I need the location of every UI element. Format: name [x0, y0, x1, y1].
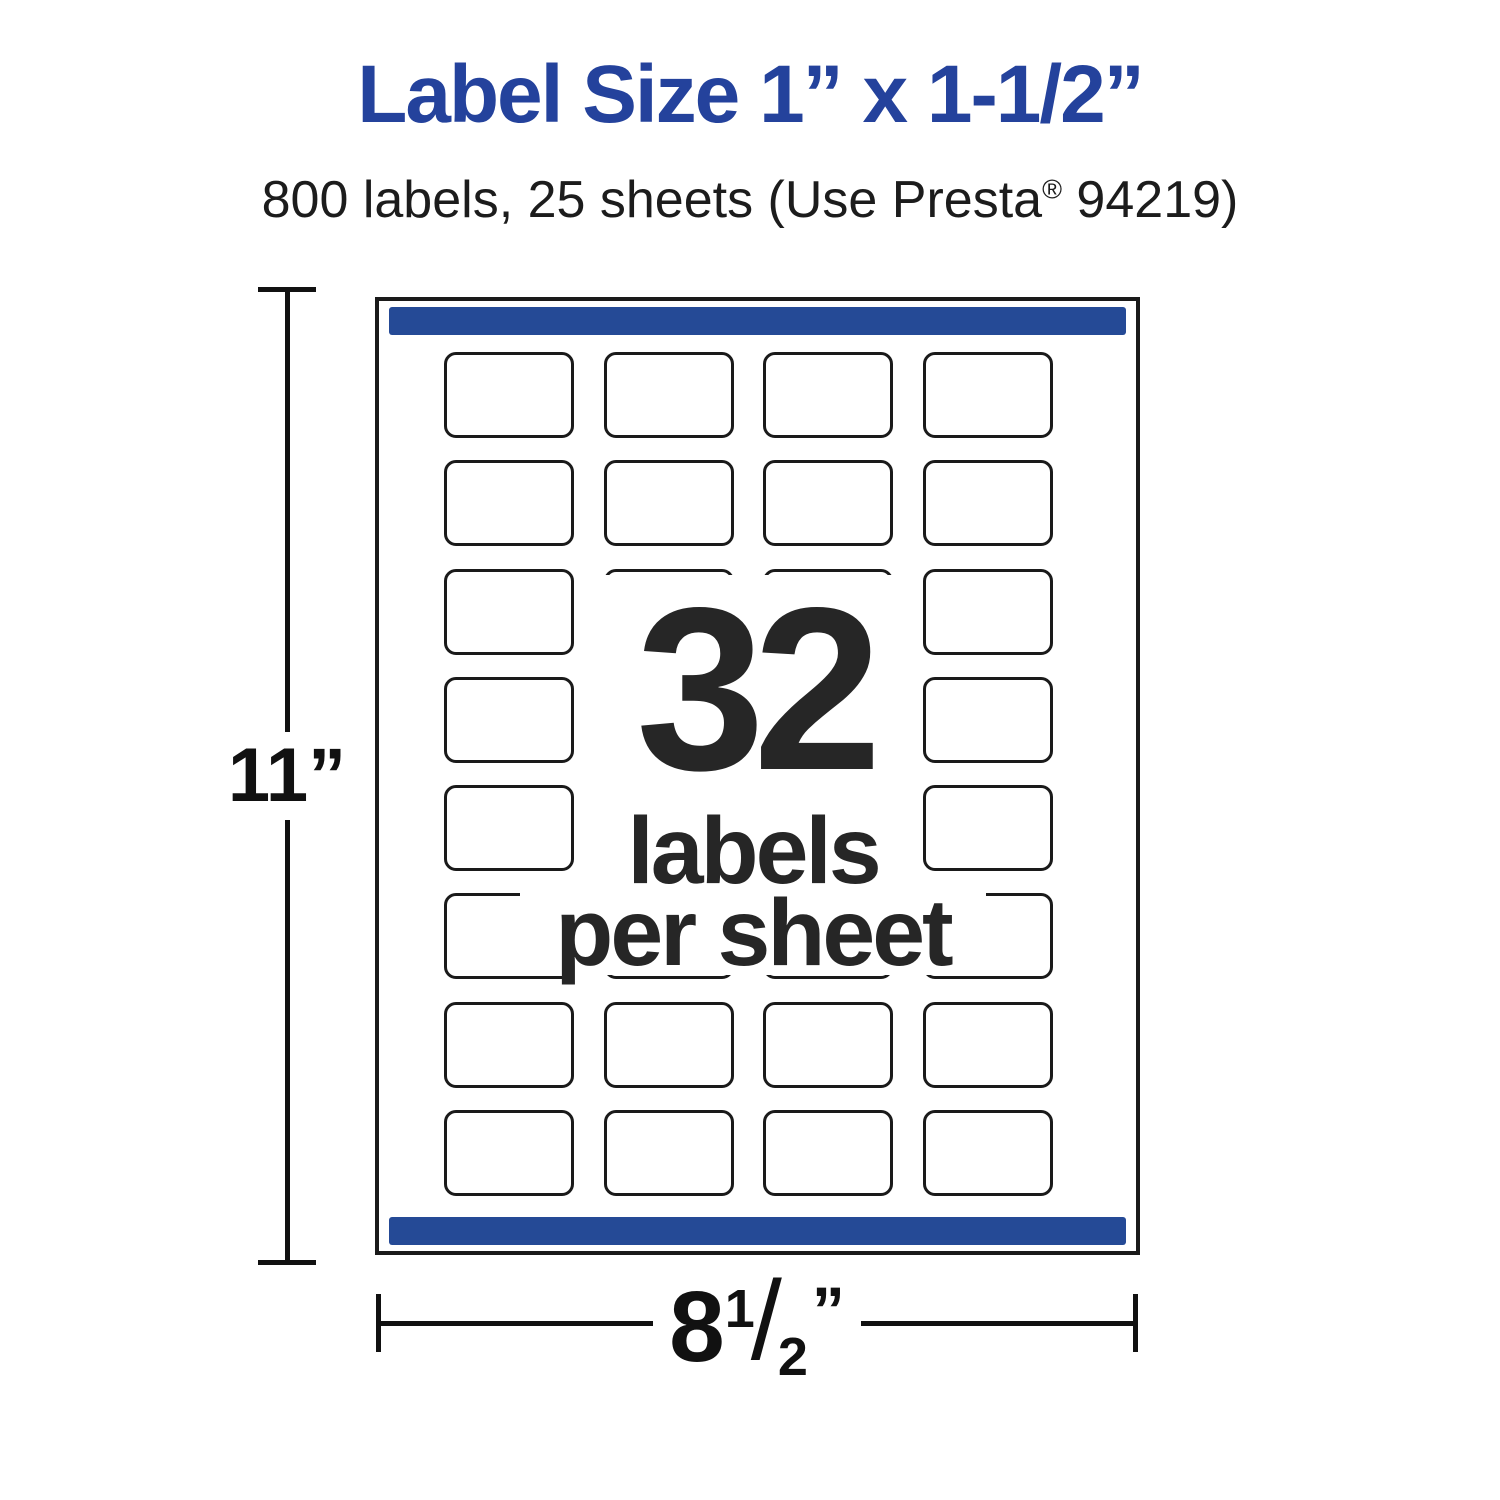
label-cell [763, 352, 894, 438]
height-value: 11 [227, 733, 309, 818]
label-cell [923, 676, 1054, 763]
width-inch-mark: ” [811, 1273, 845, 1347]
labels-count: 32 [598, 574, 908, 806]
label-cell [444, 1110, 574, 1197]
label-cell [923, 1001, 1054, 1088]
dimension-line-left [381, 1320, 654, 1326]
label-cell [923, 460, 1054, 547]
subtitle-text-before: 800 labels, 25 sheets (Use Presta [261, 171, 1043, 229]
height-dimension-line: 11” [228, 287, 346, 1265]
label-cell [444, 352, 574, 438]
dimension-line-lower [284, 820, 290, 1260]
height-inch-mark: ” [308, 733, 347, 818]
subtitle-text-after: 94219) [1061, 171, 1239, 229]
label-cell [603, 1110, 734, 1197]
dimension-cap-top [258, 287, 316, 292]
label-cell [444, 460, 574, 547]
label-grid [444, 352, 1054, 1197]
subtitle: 800 labels, 25 sheets (Use Presta® 94219… [0, 170, 1500, 230]
label-cell [444, 676, 574, 763]
label-cell [444, 1001, 574, 1088]
label-sheet-illustration [375, 297, 1140, 1255]
width-fraction-denominator: 2 [777, 1327, 808, 1387]
label-cell [763, 1001, 894, 1088]
labels-caption-line2: per sheet [520, 885, 986, 980]
width-fraction-numerator: 1 [724, 1279, 755, 1339]
height-dimension-label: 11” [228, 738, 346, 814]
registered-trademark-mark: ® [1042, 174, 1062, 205]
width-fraction-slash: / [750, 1258, 782, 1383]
label-cell [444, 785, 574, 872]
page-title: Label Size 1” x 1-1/2” [357, 49, 1145, 140]
label-cell [923, 1110, 1054, 1197]
dimension-cap-right [1133, 1294, 1138, 1352]
label-cell [763, 460, 894, 547]
width-whole-number: 8 [669, 1271, 725, 1383]
label-cell [763, 1110, 894, 1197]
label-cell [603, 460, 734, 547]
dimension-line-right [860, 1320, 1133, 1326]
label-cell [603, 1001, 734, 1088]
width-dimension-line: 81/2” [376, 1265, 1138, 1384]
sheet-bottom-blue-bar [389, 1217, 1126, 1245]
labels-caption-line1: labels [598, 798, 908, 904]
dimension-cap-left [376, 1294, 381, 1352]
dimension-line-upper [284, 292, 290, 732]
label-cell [923, 568, 1054, 655]
label-cell [923, 352, 1054, 438]
label-cell [603, 352, 734, 438]
label-cell [444, 568, 574, 655]
width-dimension-label: 81/2” [669, 1265, 845, 1385]
dimension-cap-bottom [258, 1260, 316, 1265]
sheet-top-blue-bar [389, 307, 1126, 335]
label-cell [923, 785, 1054, 872]
